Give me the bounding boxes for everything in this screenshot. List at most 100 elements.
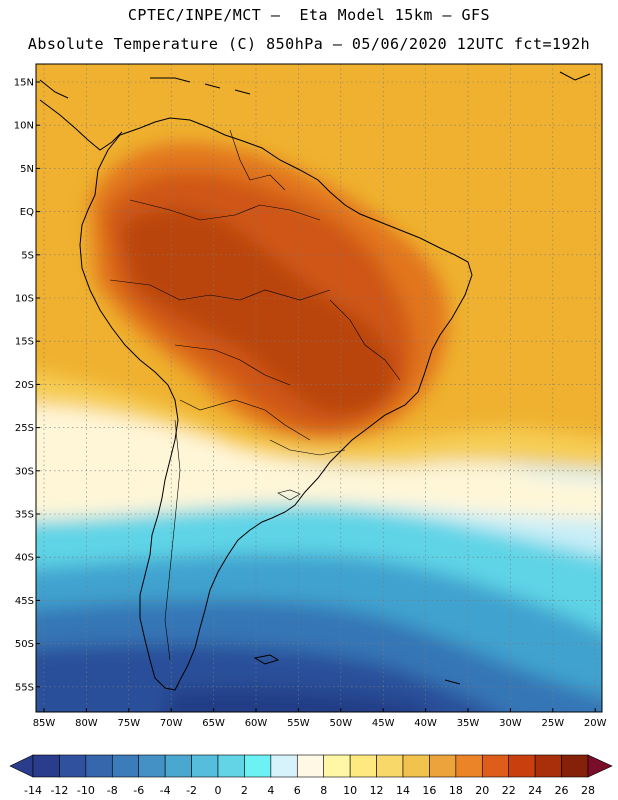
colorbar-swatch [534,754,562,778]
colorbar-swatch [508,754,536,778]
colorbar-label: -2 [186,784,197,797]
colorbar-swatch [138,754,166,778]
colorbar-swatch [455,754,483,778]
title-line-1: CPTEC/INPE/MCT — Eta Model 15km — GFS [127,6,491,24]
warm-band [36,372,602,470]
hot-region-3 [120,208,396,414]
temperature-field [36,64,602,712]
lat-label: 20S [15,380,34,391]
lat-label: 30S [15,466,34,477]
lat-label: 15S [15,337,34,348]
colorbar-swatch [349,754,377,778]
lon-label: 50W [329,718,352,729]
lon-label: 40W [414,718,437,729]
colorbar-arrow-low [9,754,34,778]
colorbar-swatch [561,754,589,778]
border-amazon [109,279,331,301]
colorbar-swatch [481,754,510,778]
colorbar-swatch [59,754,87,778]
coastlines [39,71,591,691]
lon-label: 45W [372,718,395,729]
lon-label: 75W [117,718,140,729]
border-bolivia [174,344,291,386]
lon-label: 85W [33,718,56,729]
colorbar-label: 10 [343,784,357,797]
rio-de-la-plata [277,489,301,501]
lat-label: 35S [15,510,34,521]
lat-label: 40S [15,553,34,564]
latitude-labels: 15N 10N 5N EQ 5S 10S 15S 20S 25S 30S 35S 40S 45S 50S 5… [14,78,40,693]
lon-label: 65W [202,718,225,729]
lon-label: 20W [584,718,607,729]
south-georgia-outline [444,679,461,685]
colorbar-swatch [111,754,140,778]
colorbar-swatch [191,754,219,778]
lat-label: 10N [14,121,34,132]
colorbar-swatch [270,754,298,778]
colorbar-swatch [32,754,60,778]
falklands-outline [253,654,280,665]
grid-lines [36,64,602,712]
map-frame [35,63,603,713]
colorbar-label: 28 [581,784,595,797]
border-uruguay [269,439,346,456]
lat-label: 5N [20,164,34,175]
colorbar-swatch [376,754,404,778]
colorbar-label: 2 [241,784,248,797]
colorbar-label: -8 [107,784,118,797]
colorbar-label: 8 [320,784,327,797]
lon-label: 55W [287,718,310,729]
colorbar: -14 -12 -10 -8 -6 -4 -2 0 2 4 6 8 10 12 14 16 18 20 22 24 26… [9,754,613,797]
colorbar-swatch [296,754,325,778]
colorbar-swatch [217,754,245,778]
lon-label: 70W [160,718,183,729]
colorbar-label: 26 [555,784,569,797]
lon-label: 25W [541,718,564,729]
colorbar-label: 12 [370,784,384,797]
colorbar-label: 6 [294,784,301,797]
colorbar-swatch [323,754,351,778]
south-america-outline [79,117,473,691]
lon-label: 60W [245,718,268,729]
border-north [129,199,321,221]
lon-label: 80W [75,718,98,729]
colorbar-label: -10 [77,784,95,797]
colorbar-label: 24 [528,784,542,797]
longitude-labels: 85W 80W 75W 70W 65W 60W 55W 50W 45W 40W 35W 30W 25W 2… [33,708,607,729]
title-line-2: Absolute Temperature (C) 850hPa — 05/06/… [27,35,591,53]
colorbar-label: -12 [50,784,68,797]
caribbean-islands [150,71,591,95]
lat-label: 15N [14,78,34,89]
colorbar-label: 16 [422,784,436,797]
lat-label: EQ [20,207,34,218]
border-brazil-states [329,299,401,381]
border-paraguay [179,399,311,441]
colorbar-label: 0 [215,784,222,797]
border-andes [164,419,181,661]
colorbar-label: 4 [267,784,274,797]
lat-label: 25S [15,423,34,434]
darkest-band [164,688,426,712]
colorbar-label: 22 [502,784,516,797]
lon-label: 30W [499,718,522,729]
border-venezuela [229,129,286,191]
central-america-outline [39,79,123,151]
lat-label: 10S [15,294,34,305]
colorbar-swatch [429,754,457,778]
pale-band [36,400,602,520]
lon-label: 35W [457,718,480,729]
colorbar-label: 14 [396,784,410,797]
colorbar-label: -6 [133,784,144,797]
colorbar-swatch [402,754,430,778]
country-borders [109,129,401,661]
colorbar-swatch [164,754,192,778]
lat-label: 55S [15,682,34,693]
colorbar-label: 20 [475,784,489,797]
colorbar-swatch [244,754,272,778]
colorbar-label: 18 [449,784,463,797]
lat-label: 50S [15,639,34,650]
lat-label: 45S [15,596,34,607]
lat-label: 5S [21,250,34,261]
colorbar-arrow-high [587,754,613,778]
